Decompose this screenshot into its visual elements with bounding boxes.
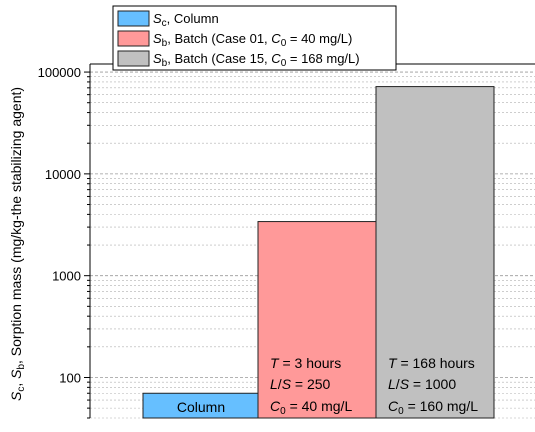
- bar-label-batch01-2: C0 = 40 mg/L: [270, 398, 352, 417]
- bar-batch15: [375, 86, 495, 419]
- bars: Column T = 3 hours L/S = 250 C0 = 40 mg/L T …: [142, 86, 495, 419]
- y-tick-label: 100: [59, 370, 81, 385]
- bar-label-batch01-1: L/S = 250: [270, 376, 331, 392]
- legend-entry: Sb, Batch (Case 15, C0 = 168 mg/L): [153, 51, 360, 69]
- bar-label-batch15-1: L/S = 1000: [388, 376, 456, 392]
- bar-label-batch15-0: T = 168 hours: [388, 355, 475, 371]
- y-tick-label: 10000: [45, 167, 81, 182]
- legend-entry: Sc, Column: [153, 11, 219, 29]
- y-tick-label: 100000: [38, 65, 81, 80]
- axes: 100 1000 10000 100000: [38, 63, 535, 419]
- legend-entry: Sb, Batch (Case 01, C0 = 40 mg/L): [153, 31, 352, 49]
- legend-box: [112, 5, 397, 71]
- y-axis-title-text: Sc, Sb, Sorption mass (mg/kg-the stabili…: [8, 87, 27, 401]
- y-tick-label: 1000: [52, 269, 81, 284]
- bar-label-batch15-2: C0 = 160 mg/L: [388, 398, 478, 417]
- legend-swatch: [117, 30, 150, 47]
- legend-swatch: [117, 10, 150, 27]
- bar-label-column: Column: [177, 399, 225, 415]
- bar-batch01: [257, 221, 377, 419]
- y-axis-title: Sc, Sb, Sorption mass (mg/kg-the stabili…: [8, 87, 27, 401]
- legend-swatch: [117, 50, 150, 67]
- bar-label-batch01-0: T = 3 hours: [270, 355, 341, 371]
- legend: Sc, Column Sb, Batch (Case 01, C0 = 40 mg…: [112, 5, 397, 71]
